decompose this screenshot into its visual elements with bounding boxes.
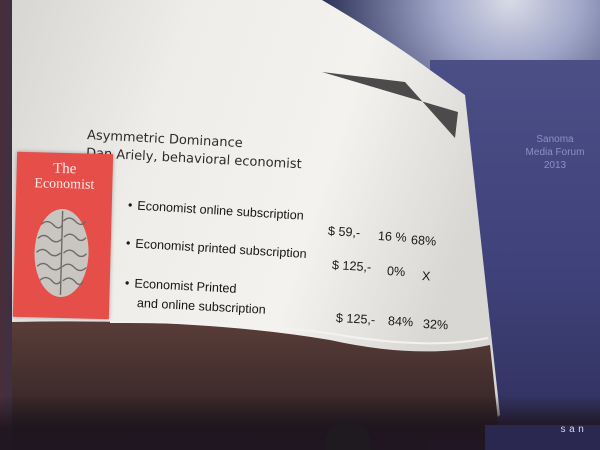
option-online-pct2: 68% — [410, 233, 437, 249]
option-combined-price: $ 125,- — [335, 311, 376, 328]
option-printed-pct1: 0% — [386, 264, 406, 280]
sanoma-logo: san — [560, 425, 588, 436]
slide-swoosh-highlight — [109, 321, 489, 345]
left-wall-edge — [0, 0, 14, 450]
banner-line-2: Media Forum — [525, 147, 585, 158]
economist-cover: The Economist — [12, 151, 114, 320]
option-printed-price: $ 125,- — [331, 258, 372, 275]
option-online-pct1: 16 % — [377, 229, 408, 245]
bullet: • — [124, 276, 130, 291]
banner-line-3: 2013 — [543, 160, 567, 171]
option-printed-pct2: X — [421, 269, 431, 284]
brain-illustration — [34, 208, 89, 297]
option-combined-pct2: 32% — [422, 317, 449, 333]
banner-line-1: Sanoma — [536, 134, 574, 145]
bullet: • — [127, 198, 133, 213]
speaker-head-silhouette — [325, 420, 371, 450]
cover-title-economist: Economist — [34, 176, 95, 193]
stage-edge — [485, 425, 600, 450]
slide-corner-swoosh — [322, 72, 458, 138]
event-banner: Sanoma Media Forum 2013 — [515, 133, 595, 172]
bullet: • — [125, 236, 131, 251]
option-combined-pct1: 84% — [387, 314, 414, 330]
option-online-price: $ 59,- — [327, 224, 361, 240]
